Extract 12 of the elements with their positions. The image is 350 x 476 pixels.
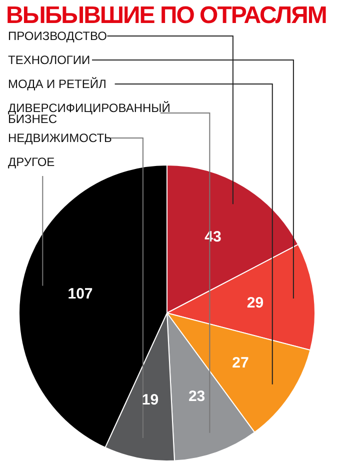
data-label: 23	[188, 388, 206, 406]
data-label: 19	[142, 392, 159, 409]
data-label: 107	[68, 286, 93, 303]
chart-title: ВЫБЫВШИЕ ПО ОТРАСЛЯМ	[6, 2, 326, 30]
slice-label: НЕДВИЖИМОСТЬ	[8, 131, 112, 145]
slice-label: ТЕХНОЛОГИИ	[8, 53, 90, 67]
data-label: 27	[232, 354, 249, 372]
slice-label: ПРОИЗВОДСТВО	[8, 29, 107, 43]
slice-label: МОДА И РЕТЕЙЛ	[8, 77, 106, 91]
slice-label: ДРУГОЕ	[8, 155, 55, 169]
data-label: 29	[246, 294, 264, 312]
slice-label: ДИВЕРСИФИЦИРОВАННЫЙ БИЗНЕС	[8, 101, 170, 126]
